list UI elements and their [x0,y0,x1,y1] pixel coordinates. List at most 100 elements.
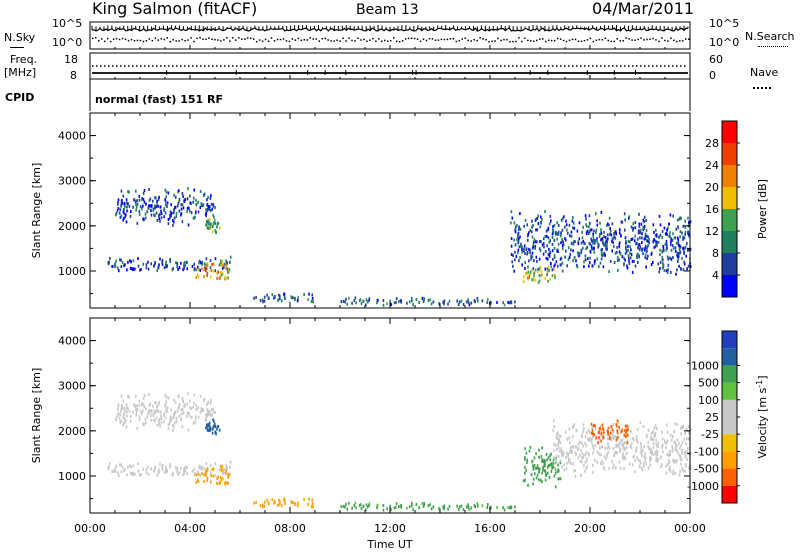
scatter-cell [687,216,689,220]
scatter-cell [544,267,547,271]
scatter-cell [219,260,222,264]
scatter-cell [628,215,631,219]
power-colorbar-title: Power [dB] [756,179,769,239]
scatter-cell [224,481,226,485]
scatter-cell [570,248,572,252]
scatter-cell [216,276,218,280]
power-colorbar-cell [722,231,737,253]
nsearch-dot [327,39,329,41]
scatter-cell [183,466,185,470]
scatter-cell [130,472,133,475]
scatter-cell [584,441,586,445]
scatter-cell [631,259,634,263]
nsearch-dot [205,38,207,41]
scatter-cell [577,242,580,246]
scatter-cell [600,253,603,257]
scatter-cell [618,425,620,429]
nsearch-dot [112,38,115,41]
scatter-cell [658,270,660,274]
scatter-cell [676,268,678,272]
scatter-cell [661,255,664,259]
scatter-cell [120,265,123,269]
scatter-cell [675,460,677,464]
scatter-cell [585,247,587,251]
scatter-cell [567,257,570,261]
nsearch-dot [491,40,493,43]
scatter-cell [592,432,594,436]
nsearch-dot [673,39,675,42]
scatter-cell [448,504,451,508]
scatter-cell [541,480,543,484]
scatter-cell [113,469,115,473]
scatter-cell [400,299,402,303]
scatter-cell [158,195,160,199]
scatter-cell [558,434,561,438]
scatter-cell [591,443,594,447]
scatter-cell [395,297,398,301]
scatter-cell [510,221,512,225]
scatter-cell [418,301,420,304]
scatter-cell [127,407,129,411]
scatter-cell [217,475,219,479]
scatter-cell [291,296,293,299]
scatter-cell [130,210,132,213]
scatter-cell [128,395,130,399]
scatter-cell [578,221,581,225]
scatter-cell [262,505,264,509]
scatter-cell [165,400,168,404]
nsearch-dot [157,39,160,41]
scatter-cell [565,223,568,227]
y-tick-label: 2000 [58,220,86,233]
scatter-cell [667,263,670,267]
scatter-cell [621,443,623,447]
scatter-cell [159,213,161,217]
nsearch-dot [604,37,607,40]
scatter-cell [171,268,174,272]
scatter-cell [216,427,218,431]
scatter-cell [183,264,185,268]
scatter-cell [560,231,562,235]
scatter-cell [660,465,662,469]
scatter-cell [652,452,655,456]
scatter-cell [612,463,615,467]
scatter-cell [552,458,555,462]
scatter-cell [263,295,266,299]
scatter-cell [685,442,687,446]
scatter-cell [311,293,314,297]
scatter-cell [151,409,153,413]
scatter-cell [589,250,592,254]
scatter-cell [655,442,657,446]
scatter-cell [549,250,552,254]
scatter-cell [211,431,214,435]
scatter-cell [224,266,227,270]
scatter-cell [644,452,646,456]
scatter-cell [507,300,509,304]
scatter-cell [616,419,619,423]
scatter-cell [206,467,209,471]
scatter-cell [550,219,552,223]
scatter-cell [644,253,647,257]
scatter-cell [342,299,345,303]
scatter-cell [159,424,161,428]
scatter-cell [145,407,147,411]
nsearch-dot [443,38,446,41]
scatter-cell [592,239,595,243]
scatter-cell [124,215,126,219]
scatter-cell [552,419,555,423]
nsearch-dot [264,38,267,41]
scatter-cell [686,242,688,246]
scatter-cell [169,418,171,422]
scatter-cell [155,196,157,200]
scatter-cell [557,468,560,472]
scatter-cell [672,256,674,259]
scatter-cell [687,264,690,268]
scatter-cell [368,299,370,302]
scatter-cell [214,422,216,426]
scatter-cell [476,296,479,300]
scatter-cell [677,241,680,245]
scatter-cell [689,428,692,431]
scatter-cell [535,467,537,470]
scatter-cell [348,296,350,300]
scatter-cell [533,271,535,275]
scatter-cell [533,466,535,470]
